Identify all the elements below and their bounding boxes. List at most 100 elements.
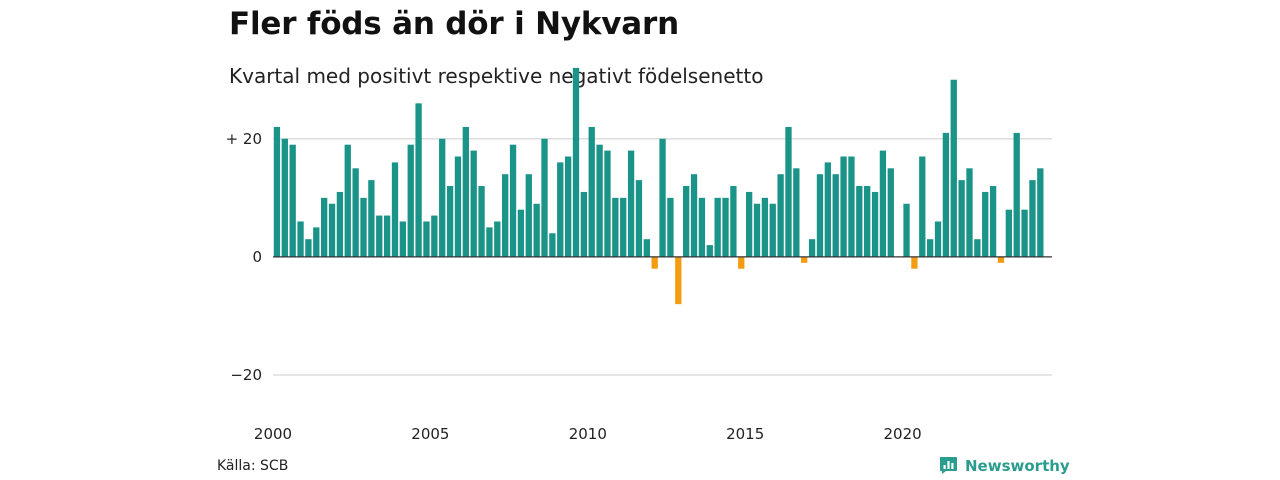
bar: [974, 239, 981, 257]
bar: [439, 138, 446, 257]
bar: [1005, 209, 1012, 257]
bar: [454, 156, 462, 257]
x-tick-label: 2020: [884, 425, 922, 443]
x-tick-label: 2000: [254, 425, 292, 443]
bar: [738, 256, 745, 269]
axes: + 20 0 −20 2000 2005 2010 2015 2020: [226, 130, 1052, 443]
bar: [509, 144, 517, 257]
bar: [675, 256, 682, 305]
bar: [997, 256, 1005, 263]
bar: [871, 191, 879, 257]
bar: [651, 256, 658, 269]
bar: [557, 162, 564, 257]
bar: [801, 256, 808, 263]
bar-series: [273, 67, 1044, 305]
bar: [785, 126, 792, 257]
bar: [470, 150, 477, 257]
bar: [494, 221, 501, 257]
bar: [864, 186, 871, 257]
bar: [462, 126, 469, 257]
bar: [911, 256, 918, 269]
bar: [1013, 132, 1020, 257]
bar: [840, 156, 847, 257]
bar: [659, 138, 666, 257]
bar: [934, 221, 942, 257]
bar: [564, 156, 572, 257]
bar: [887, 168, 894, 257]
bar: [486, 227, 493, 257]
brand-name: Newsworthy: [965, 456, 1070, 475]
bar: [777, 174, 784, 257]
bar: [667, 197, 674, 257]
bar: [808, 239, 816, 257]
bar-chart-icon: [940, 457, 957, 474]
bar: [824, 162, 831, 257]
bar: [313, 227, 320, 257]
bar: [423, 221, 430, 257]
bar: [376, 215, 383, 257]
brand-logo: Newsworthy: [939, 456, 1070, 475]
bar: [289, 144, 296, 257]
bar: [541, 138, 548, 257]
bar: [502, 174, 509, 257]
chart-subtitle: Kvartal med positivt respektive negativt…: [229, 64, 764, 88]
bar: [1029, 180, 1036, 257]
bar: [769, 203, 776, 257]
bar: [706, 245, 713, 257]
bar: [927, 239, 934, 257]
bar: [966, 168, 973, 257]
bar: [950, 79, 957, 257]
bar: [478, 186, 485, 257]
bar: [391, 162, 399, 257]
bar: [352, 168, 359, 257]
bar: [328, 203, 336, 257]
y-tick-label: −20: [230, 366, 262, 384]
bar: [431, 215, 438, 257]
bar: [305, 239, 312, 257]
bar: [958, 180, 965, 257]
bar: [580, 191, 588, 257]
bar: [273, 126, 281, 257]
bar: [1021, 209, 1028, 257]
x-tick-label: 2015: [726, 425, 764, 443]
bar: [525, 174, 532, 257]
bar: [989, 186, 997, 257]
x-tick-label: 2010: [569, 425, 607, 443]
bar: [533, 203, 540, 257]
bar: [714, 197, 721, 257]
bar: [1037, 168, 1044, 257]
bar: [919, 156, 926, 257]
bar: [698, 197, 706, 257]
bar: [604, 150, 611, 257]
bar: [793, 168, 800, 257]
x-tick-label: 2005: [411, 425, 449, 443]
chart-title: Fler föds än dör i Nykvarn: [229, 6, 679, 42]
bar: [572, 67, 580, 257]
bar: [620, 197, 627, 257]
y-tick-label: 0: [252, 248, 262, 266]
bar: [816, 174, 824, 257]
source-note: Källa: SCB: [217, 458, 289, 474]
bar: [415, 103, 422, 257]
bar: [612, 197, 619, 257]
bar: [832, 174, 839, 257]
bar: [596, 144, 603, 257]
bar: [856, 186, 863, 257]
bar: [360, 197, 367, 257]
bar: [549, 233, 556, 257]
bar: [753, 203, 761, 257]
bar: [627, 150, 635, 257]
bar: [321, 197, 328, 257]
bar: [344, 144, 351, 257]
bar: [399, 221, 407, 257]
bar: [848, 156, 855, 257]
bar: [722, 197, 729, 257]
bar: [982, 191, 989, 257]
bar: [281, 138, 288, 257]
y-tick-label: + 20: [226, 130, 262, 148]
bar: [690, 174, 698, 257]
bar: [903, 203, 910, 257]
bar: [635, 180, 643, 257]
bar: [643, 239, 650, 257]
